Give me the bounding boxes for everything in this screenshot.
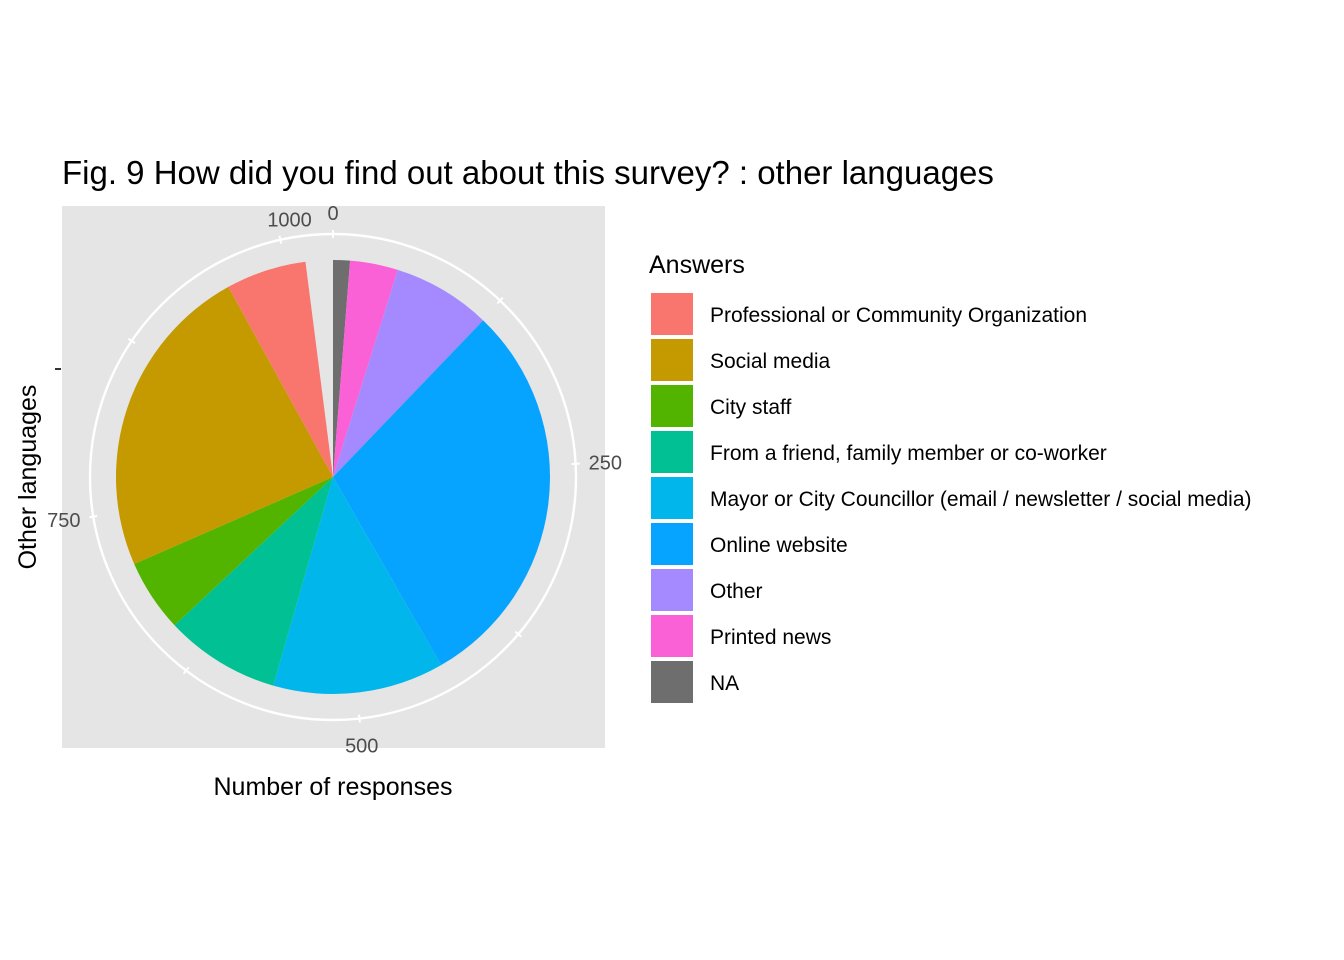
- x-axis-title: Number of responses: [213, 773, 452, 801]
- grid-tick: [358, 714, 361, 723]
- grid-tick: [182, 666, 190, 675]
- grid-tick: [89, 514, 98, 519]
- legend-label: Social media: [710, 350, 831, 373]
- legend-key: [651, 339, 693, 381]
- grid-tick: [514, 630, 523, 638]
- pie-slice-na: [333, 260, 351, 477]
- legend-label: NA: [710, 672, 739, 695]
- radial-tick-label: 0: [327, 203, 338, 225]
- legend-label: Professional or Community Organization: [710, 304, 1087, 327]
- legend-label: City staff: [710, 396, 791, 419]
- y-axis-title: Other languages: [14, 385, 42, 570]
- pie-slice-printed-news: [333, 260, 398, 477]
- legend-key: [651, 385, 693, 427]
- pie-slice-other: [333, 269, 484, 477]
- pie-slice-city-staff: [134, 477, 333, 626]
- legend-label: Online website: [710, 534, 848, 557]
- chart-title: Fig. 9 How did you find out about this s…: [62, 154, 994, 191]
- radial-tick-label: 250: [589, 453, 622, 475]
- legend-key: [651, 569, 693, 611]
- grid-tick: [278, 235, 283, 244]
- legend-label: Other: [710, 580, 763, 603]
- legend-key: [651, 615, 693, 657]
- radial-tick-label: 500: [345, 735, 378, 757]
- grid-tick: [496, 296, 504, 305]
- pie-slice-mayor-or-city-councillor-email-newsletter-social-media: [273, 477, 442, 694]
- pie-slice-professional-or-community-organization: [228, 261, 333, 477]
- legend-label: From a friend, family member or co-worke…: [710, 442, 1107, 465]
- legend-key: [651, 523, 693, 565]
- pie-slice-social-media: [115, 286, 333, 564]
- pie-slice-online-website: [333, 320, 551, 666]
- radial-grid: [88, 230, 580, 723]
- legend-key: [651, 661, 693, 703]
- pie-slice-from-a-friend-family-member-or-co-worker: [174, 477, 333, 686]
- legend-key: [651, 431, 693, 473]
- legend-label: Printed news: [710, 626, 831, 649]
- pie-slices: [115, 260, 551, 694]
- legend-key: [651, 293, 693, 335]
- legend-label: Mayor or City Councillor (email / newsle…: [710, 488, 1252, 511]
- radial-tick-label: 750: [47, 510, 80, 532]
- legend: Answers Professional or Community Organi…: [649, 251, 1252, 703]
- radial-tick-labels: 0 250 500 750 1000: [47, 203, 622, 757]
- radial-tick-label: 1000: [267, 209, 312, 231]
- legend-title: Answers: [649, 251, 745, 279]
- legend-key: [651, 477, 693, 519]
- grid-tick: [127, 337, 136, 344]
